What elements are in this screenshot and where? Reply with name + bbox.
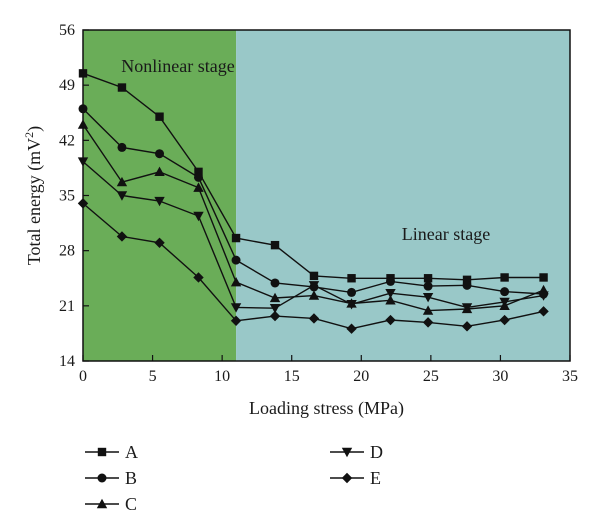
point-E-11	[499, 314, 510, 326]
point-C-9	[422, 305, 434, 315]
point-C-8	[385, 295, 396, 305]
stage-region-0	[83, 30, 237, 361]
legend: ABC DE	[85, 442, 383, 514]
legend-item-D: D	[330, 442, 383, 462]
point-D-4	[230, 303, 242, 313]
y-axis-title-superscript: 2	[22, 132, 36, 138]
point-D-11	[499, 297, 510, 308]
point-D-5	[269, 303, 281, 314]
x-tick-label-30: 30	[492, 368, 508, 385]
point-B-10	[462, 280, 472, 290]
x-axis-title: Loading stress (MPa)	[249, 398, 404, 419]
y-axis-title-main: Total energy (mV	[24, 138, 45, 265]
y-tick-label-56: 56	[59, 22, 75, 39]
point-E-4	[230, 315, 242, 327]
point-A-2	[155, 112, 164, 121]
point-C-5	[269, 292, 281, 303]
point-D-2	[154, 196, 165, 207]
legend-marker-B	[97, 473, 107, 483]
point-A-5	[270, 240, 280, 250]
legend-marker-D	[341, 447, 353, 458]
y-axis-title-close: )	[24, 126, 45, 132]
point-D-6	[308, 281, 320, 291]
point-E-1	[116, 231, 128, 242]
y-tick-label-14: 14	[59, 353, 75, 370]
x-tick-label-0: 0	[79, 368, 87, 385]
point-D-9	[422, 292, 434, 303]
point-A-12	[539, 273, 548, 282]
x-tick-label-20: 20	[353, 368, 369, 385]
legend-item-E: E	[330, 468, 381, 488]
point-D-1	[116, 191, 128, 201]
point-B-2	[155, 149, 165, 159]
point-A-6	[309, 271, 319, 281]
point-D-8	[385, 289, 396, 299]
legend-label-D: D	[370, 442, 383, 462]
point-B-5	[270, 278, 280, 288]
legend-label-B: B	[125, 468, 137, 488]
point-C-4	[230, 276, 242, 287]
point-B-11	[500, 287, 510, 297]
point-A-9	[423, 274, 433, 283]
point-A-1	[117, 83, 127, 92]
point-D-7	[346, 300, 357, 310]
point-C-3	[193, 182, 204, 192]
axis-ticks	[82, 29, 571, 362]
series-markers	[77, 69, 549, 334]
point-D-12	[538, 291, 549, 301]
point-B-4	[231, 255, 241, 265]
point-E-7	[346, 323, 357, 334]
y-tick-label-42: 42	[59, 132, 75, 149]
stage-region-label-1: Linear stage	[402, 224, 490, 244]
legend-item-B: B	[85, 468, 137, 488]
point-B-3	[193, 172, 203, 182]
y-axis-title: Total energy (mV2)	[22, 126, 45, 265]
point-A-3	[194, 167, 203, 177]
legend-label-E: E	[370, 468, 381, 488]
legend-label-C: C	[125, 494, 137, 514]
x-tick-label-25: 25	[423, 368, 439, 385]
point-A-7	[347, 274, 356, 283]
point-E-5	[269, 310, 281, 322]
x-tick-label-10: 10	[214, 368, 230, 385]
legend-item-A: A	[85, 442, 138, 462]
legend-marker-C	[96, 498, 108, 509]
point-B-7	[347, 287, 357, 297]
y-tick-label-35: 35	[59, 188, 75, 205]
point-B-9	[423, 281, 433, 291]
stage-region-label-0: Nonlinear stage	[121, 56, 234, 76]
stage-region-1	[236, 30, 571, 361]
point-D-10	[461, 303, 473, 313]
point-E-6	[308, 313, 320, 324]
x-tick-label-5: 5	[149, 368, 157, 385]
point-E-12	[538, 306, 549, 317]
legend-label-A: A	[125, 442, 138, 462]
point-E-9	[422, 317, 434, 328]
point-D-3	[193, 211, 204, 222]
point-E-8	[385, 314, 396, 326]
point-A-11	[500, 273, 509, 282]
point-C-6	[308, 290, 320, 300]
stage-region-labels: Nonlinear stage Linear stage	[121, 56, 490, 244]
point-B-1	[117, 142, 127, 152]
point-C-1	[116, 176, 128, 187]
y-tick-label-21: 21	[59, 298, 75, 315]
x-tick-label-15: 15	[284, 368, 300, 385]
y-tick-label-28: 28	[59, 243, 75, 260]
x-tick-label-35: 35	[562, 368, 578, 385]
point-E-3	[193, 272, 204, 283]
stage-regions	[83, 30, 571, 361]
point-B-8	[386, 276, 396, 286]
axis-tick-labels: 0 5 10 15 20 25 30 35 14 21 28 35 42 49 56	[59, 22, 578, 385]
point-E-10	[461, 321, 473, 332]
point-A-10	[462, 275, 472, 285]
point-A-4	[231, 233, 241, 243]
legend-marker-E	[341, 472, 353, 484]
y-tick-label-49: 49	[59, 77, 75, 94]
point-C-2	[154, 166, 165, 177]
point-E-2	[154, 237, 165, 248]
legend-marker-A	[97, 447, 107, 457]
legend-item-C: C	[85, 494, 137, 514]
